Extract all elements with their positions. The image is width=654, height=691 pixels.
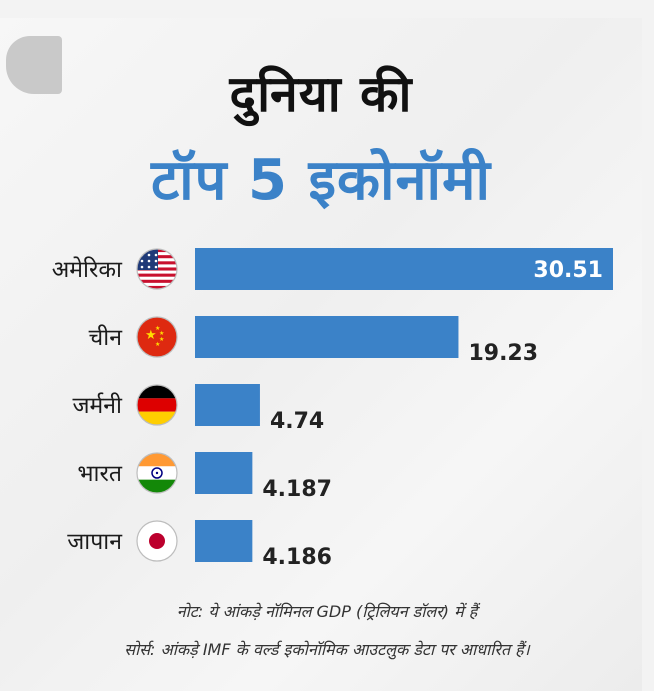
japan-flag-icon-ring (136, 520, 178, 562)
chart-row: जापान 4.186 (67, 520, 332, 570)
value-label: 4.187 (262, 477, 332, 502)
bar (195, 452, 253, 494)
india-flag-icon-ring (136, 452, 178, 494)
brand-logo (6, 36, 62, 94)
chart-row: जर्मनी 4.74 (72, 384, 324, 434)
category-label: जर्मनी (72, 392, 123, 419)
china-flag-icon-ring (136, 316, 178, 358)
germany-flag-icon-ring (136, 384, 178, 426)
value-label: 19.23 (468, 341, 538, 366)
bar (195, 316, 459, 358)
svg-text:★: ★ (145, 328, 157, 343)
category-label: अमेरिका (52, 256, 123, 283)
chart-row: भारत 4.187 (77, 452, 332, 502)
source-text: सोर्स: आंकड़े IMF के वर्ल्ड इकोनॉमिक आउट… (124, 640, 530, 659)
chart-row: अमेरिका 30.51 (52, 248, 613, 290)
svg-text:★: ★ (159, 336, 164, 343)
title-line-1: दुनिया की (229, 65, 413, 123)
chart-row: चीन ★★★★★ 19.23 (89, 316, 538, 366)
svg-text:★: ★ (155, 341, 160, 348)
bar (195, 248, 613, 290)
usa-flag-icon-ring (136, 248, 178, 290)
value-label: 4.186 (262, 545, 332, 570)
germany-flag-icon (137, 385, 177, 425)
category-label: चीन (89, 324, 124, 351)
value-label: 4.74 (270, 409, 324, 434)
category-label: जापान (67, 529, 123, 555)
value-label: 30.51 (533, 258, 603, 283)
india-flag-icon (137, 453, 177, 493)
note-text: नोट: ये आंकड़े नॉमिनल GDP (ट्रिलियन डॉलर… (176, 602, 478, 621)
svg-text:★: ★ (159, 330, 164, 337)
japan-flag-icon (137, 521, 177, 561)
bar (195, 384, 260, 426)
usa-flag-icon (137, 249, 177, 289)
title-line-2: टॉप 5 इकोनॉमी (150, 148, 492, 213)
category-label: भारत (77, 461, 123, 487)
svg-text:★: ★ (155, 325, 160, 332)
china-flag-icon: ★★★★★ (137, 317, 177, 357)
bar (195, 520, 253, 562)
